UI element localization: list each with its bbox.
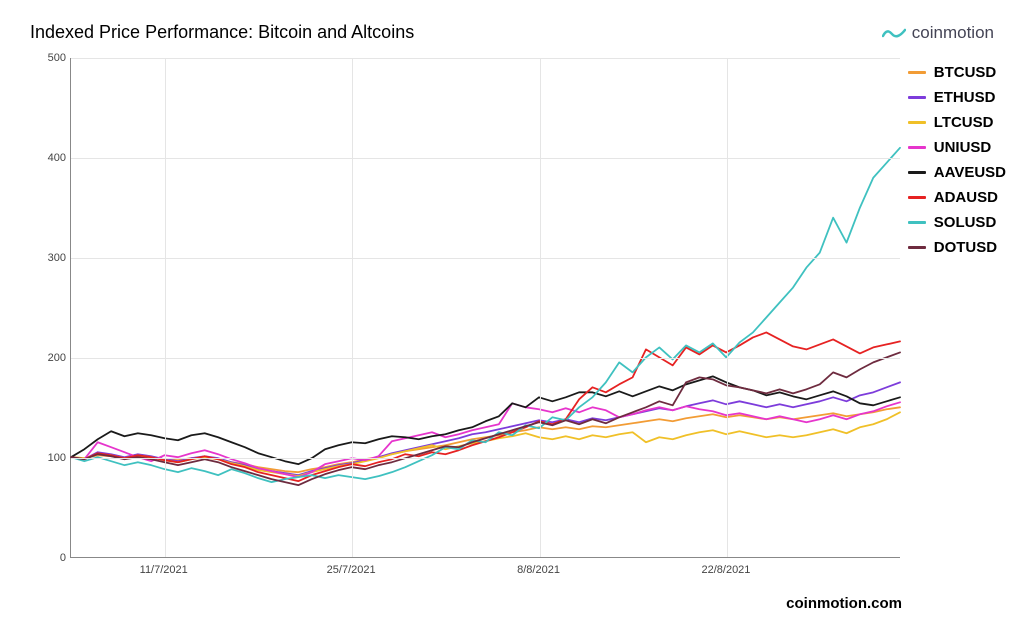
y-tick-label: 400: [36, 152, 66, 164]
brand-text: coinmotion: [912, 23, 994, 43]
legend-label: DOTUSD: [934, 239, 997, 256]
brand: coinmotion: [882, 23, 994, 43]
y-tick-label: 0: [36, 552, 66, 564]
chart-lines: [71, 58, 900, 557]
legend-item: BTCUSD: [908, 64, 1006, 81]
legend-item: LTCUSD: [908, 114, 1006, 131]
legend-item: AAVEUSD: [908, 164, 1006, 181]
legend-item: ETHUSD: [908, 89, 1006, 106]
legend-label: LTCUSD: [934, 114, 994, 131]
legend-label: ADAUSD: [934, 189, 998, 206]
legend-item: ADAUSD: [908, 189, 1006, 206]
legend-swatch: [908, 71, 926, 74]
x-tick-label: 22/8/2021: [701, 564, 750, 576]
legend-item: DOTUSD: [908, 239, 1006, 256]
legend-label: ETHUSD: [934, 89, 996, 106]
legend-swatch: [908, 221, 926, 224]
legend-swatch: [908, 146, 926, 149]
brand-icon: [882, 26, 906, 40]
legend-item: UNIUSD: [908, 139, 1006, 156]
y-tick-label: 100: [36, 452, 66, 464]
legend-swatch: [908, 246, 926, 249]
legend-label: BTCUSD: [934, 64, 997, 81]
legend-swatch: [908, 96, 926, 99]
x-tick-label: 25/7/2021: [327, 564, 376, 576]
legend-swatch: [908, 196, 926, 199]
legend-swatch: [908, 121, 926, 124]
legend-item: SOLUSD: [908, 214, 1006, 231]
chart-title: Indexed Price Performance: Bitcoin and A…: [30, 22, 414, 43]
chart: 010020030040050011/7/202125/7/20218/8/20…: [30, 58, 900, 588]
legend-label: AAVEUSD: [934, 164, 1006, 181]
series-line: [71, 376, 900, 464]
legend: BTCUSD ETHUSD LTCUSD UNIUSD AAVEUSD ADAUSD SOL…: [908, 64, 1006, 256]
plot-area: [70, 58, 900, 558]
legend-label: UNIUSD: [934, 139, 992, 156]
series-line: [71, 402, 900, 477]
y-tick-label: 500: [36, 52, 66, 64]
legend-swatch: [908, 171, 926, 174]
x-tick-label: 11/7/2021: [140, 564, 188, 576]
footer-link: coinmotion.com: [786, 595, 902, 612]
y-tick-label: 200: [36, 352, 66, 364]
y-tick-label: 300: [36, 252, 66, 264]
x-tick-label: 8/8/2021: [517, 564, 560, 576]
legend-label: SOLUSD: [934, 214, 997, 231]
